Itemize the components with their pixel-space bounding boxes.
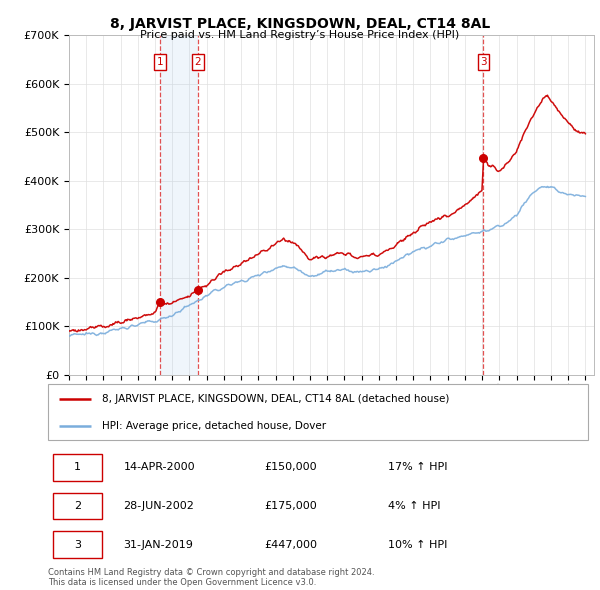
Text: 10% ↑ HPI: 10% ↑ HPI (388, 540, 448, 550)
Bar (160, 35, 198, 375)
Text: Contains HM Land Registry data © Crown copyright and database right 2024.
This d: Contains HM Land Registry data © Crown c… (48, 568, 374, 587)
Text: 1: 1 (157, 57, 163, 67)
Text: 3: 3 (480, 57, 487, 67)
Text: 8, JARVIST PLACE, KINGSDOWN, DEAL, CT14 8AL: 8, JARVIST PLACE, KINGSDOWN, DEAL, CT14 … (110, 17, 490, 31)
FancyBboxPatch shape (48, 384, 588, 440)
Text: Price paid vs. HM Land Registry’s House Price Index (HPI): Price paid vs. HM Land Registry’s House … (140, 30, 460, 40)
Text: 4% ↑ HPI: 4% ↑ HPI (388, 501, 440, 511)
Text: 3: 3 (74, 540, 81, 550)
Text: 31-JAN-2019: 31-JAN-2019 (124, 540, 193, 550)
FancyBboxPatch shape (53, 493, 102, 519)
Text: 2: 2 (74, 501, 81, 511)
Text: 8, JARVIST PLACE, KINGSDOWN, DEAL, CT14 8AL (detached house): 8, JARVIST PLACE, KINGSDOWN, DEAL, CT14 … (102, 394, 449, 404)
Text: 1: 1 (74, 462, 81, 472)
FancyBboxPatch shape (53, 454, 102, 480)
Text: £150,000: £150,000 (264, 462, 317, 472)
Text: £175,000: £175,000 (264, 501, 317, 511)
Text: 28-JUN-2002: 28-JUN-2002 (124, 501, 194, 511)
Text: £447,000: £447,000 (264, 540, 317, 550)
Text: 14-APR-2000: 14-APR-2000 (124, 462, 195, 472)
FancyBboxPatch shape (53, 532, 102, 558)
Text: 17% ↑ HPI: 17% ↑ HPI (388, 462, 448, 472)
Text: HPI: Average price, detached house, Dover: HPI: Average price, detached house, Dove… (102, 421, 326, 431)
Text: 2: 2 (194, 57, 201, 67)
